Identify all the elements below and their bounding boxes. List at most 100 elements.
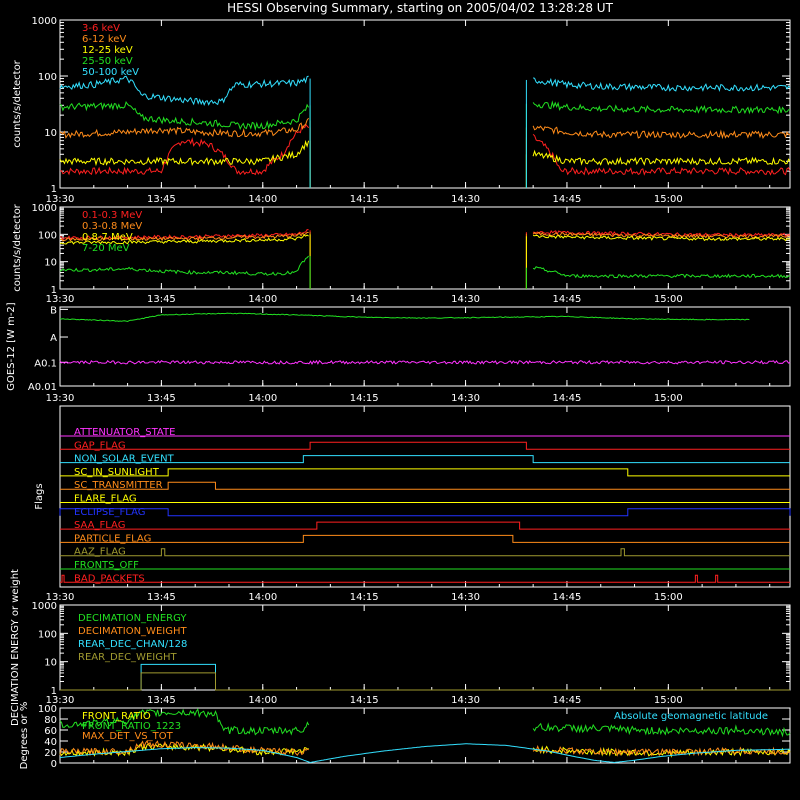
flag-line-sc-transmitter	[60, 481, 790, 490]
legend-entry: 7-20 MeV	[82, 243, 130, 254]
y-tick-label: B	[50, 305, 57, 316]
legend-entry: DECIMATION_ENERGY	[78, 613, 187, 624]
time-tick-label: 13:45	[147, 592, 176, 603]
time-tick-label: 14:15	[350, 592, 379, 603]
legend-entry: REAR_DEC_CHAN/128	[78, 639, 187, 650]
y-tick-label: 1000	[32, 16, 57, 27]
series-line-cyan	[59, 743, 790, 764]
series-line-front-ratio-1223	[532, 722, 791, 738]
flag-label: ECLIPSE_FLAG	[74, 507, 145, 518]
time-tick-label: 14:00	[248, 294, 277, 305]
series-line-max-det-vs-tot	[532, 744, 791, 757]
series-line-0-3-0-8-mev	[59, 231, 309, 242]
legend-entry: 12-25 keV	[82, 45, 133, 56]
time-tick-label: 13:30	[46, 294, 75, 305]
series-line-rear-dec-weight	[60, 672, 790, 691]
legend-entry: FRONT_RATIO	[82, 711, 151, 722]
y-axis-label: DECIMATION ENERGY or weight	[10, 569, 21, 726]
flag-line-gap-flag	[60, 441, 790, 450]
time-tick-label: 14:00	[248, 194, 277, 205]
y-tick-label: 1	[51, 184, 57, 195]
time-tick-label: 14:00	[248, 695, 277, 706]
time-tick-label: 13:45	[147, 194, 176, 205]
y-axis-label: counts/s/detector	[12, 59, 23, 147]
legend-entry: DECIMATION_WEIGHT	[78, 626, 187, 637]
time-tick-label: 14:45	[553, 695, 582, 706]
panel-5: 13:30 13:45 14:00 14:15 14:30 14:45 15:00 1 10 10…	[32, 601, 791, 706]
time-tick-label: 13:45	[147, 695, 176, 706]
series-line-rear-dec-chan-128	[60, 663, 790, 691]
y-tick-label: 100	[38, 629, 57, 640]
time-tick-label: 14:30	[451, 393, 480, 404]
flag-line-aaz-flag	[60, 548, 790, 557]
time-tick-label: 14:15	[350, 393, 379, 404]
legend-entry: 25-50 keV	[82, 56, 133, 67]
y-tick-label: 60	[44, 726, 57, 737]
chart-title: HESSI Observing Summary, starting on 200…	[227, 1, 613, 15]
series-line-0-3-0-8-mev	[532, 231, 791, 239]
legend-entry: FRONT_RATIO_1223	[82, 721, 181, 732]
flag-line-sc-in-sunlight	[60, 468, 790, 477]
y-tick-label: 20	[44, 748, 57, 759]
series-line-front-ratio-1223	[59, 708, 310, 736]
y-tick-label: 1	[51, 686, 57, 697]
time-tick-label: 13:30	[46, 695, 75, 706]
time-tick-label: 15:00	[654, 695, 683, 706]
flag-label: PARTICLE_FLAG	[74, 533, 151, 544]
time-tick-label: 13:45	[147, 393, 176, 404]
flag-label: SC_IN_SUNLIGHT	[74, 467, 160, 478]
series-line-50-100-kev	[532, 77, 791, 92]
panel-frame	[59, 19, 791, 189]
time-tick-label: 13:30	[46, 393, 75, 404]
y-axis-label: GOES-12 [W m-2]	[6, 302, 17, 390]
y-tick-label: 10	[44, 258, 57, 269]
legend-entry: 50-100 keV	[82, 67, 139, 78]
y-axis-label: Degrees or %	[19, 702, 30, 770]
time-tick-label: 14:30	[451, 194, 480, 205]
time-tick-label: 14:45	[553, 393, 582, 404]
time-tick-label: 13:45	[147, 294, 176, 305]
series-line-25-50-kev	[532, 100, 791, 115]
flag-label: SC_TRANSMITTER	[74, 480, 163, 491]
series-line-0-8-7-mev	[59, 234, 309, 245]
time-tick-label: 14:15	[350, 695, 379, 706]
legend-entry: 0.8-7 MeV	[82, 232, 133, 243]
series-line-50-100-kev	[59, 75, 309, 107]
panel-frame	[59, 306, 791, 387]
panel-3: 13:30 13:45 14:00 14:15 14:30 14:45 15:00 B A A0.…	[28, 305, 791, 404]
series-line-6-12-kev	[59, 117, 309, 139]
series-line-3-6-kev	[532, 133, 791, 176]
flag-label: NON_SOLAR_EVENT	[74, 454, 175, 465]
legend-entry: 3-6 keV	[82, 23, 120, 34]
y-tick-label: A	[50, 333, 57, 344]
time-tick-label: 15:00	[654, 194, 683, 205]
time-tick-label: 14:30	[451, 294, 480, 305]
time-tick-label: 13:30	[46, 194, 75, 205]
flag-label: FRONTS_OFF	[74, 560, 139, 571]
y-tick-label: 0	[51, 759, 57, 770]
flag-line-eclipse-flag	[59, 508, 791, 517]
time-tick-label: 14:45	[553, 294, 582, 305]
time-tick-label: 14:00	[248, 393, 277, 404]
series-line-magenta	[59, 359, 791, 365]
series-line-3-6-kev	[59, 123, 310, 176]
time-tick-label: 14:45	[553, 194, 582, 205]
series-line-7-20-mev	[532, 266, 791, 279]
flag-line-bad-packets	[60, 574, 790, 583]
flag-label: FLARE_FLAG	[74, 494, 137, 505]
legend-entry: 6-12 keV	[82, 34, 126, 45]
y-tick-label: 1	[51, 285, 57, 296]
series-line-6-12-kev	[532, 125, 791, 140]
y-tick-label: 100	[38, 72, 57, 83]
time-tick-label: 14:00	[248, 592, 277, 603]
flag-label: SAA_FLAG	[74, 520, 125, 531]
y-tick-label: 80	[44, 715, 57, 726]
flag-line-saa-flag	[60, 521, 790, 530]
panel-2: 13:30 13:45 14:00 14:15 14:30 14:45 15:00 1 10 10…	[32, 203, 791, 305]
time-tick-label: 14:15	[350, 294, 379, 305]
legend-entry: 0.3-0.8 MeV	[82, 221, 142, 232]
time-tick-label: 13:30	[46, 592, 75, 603]
